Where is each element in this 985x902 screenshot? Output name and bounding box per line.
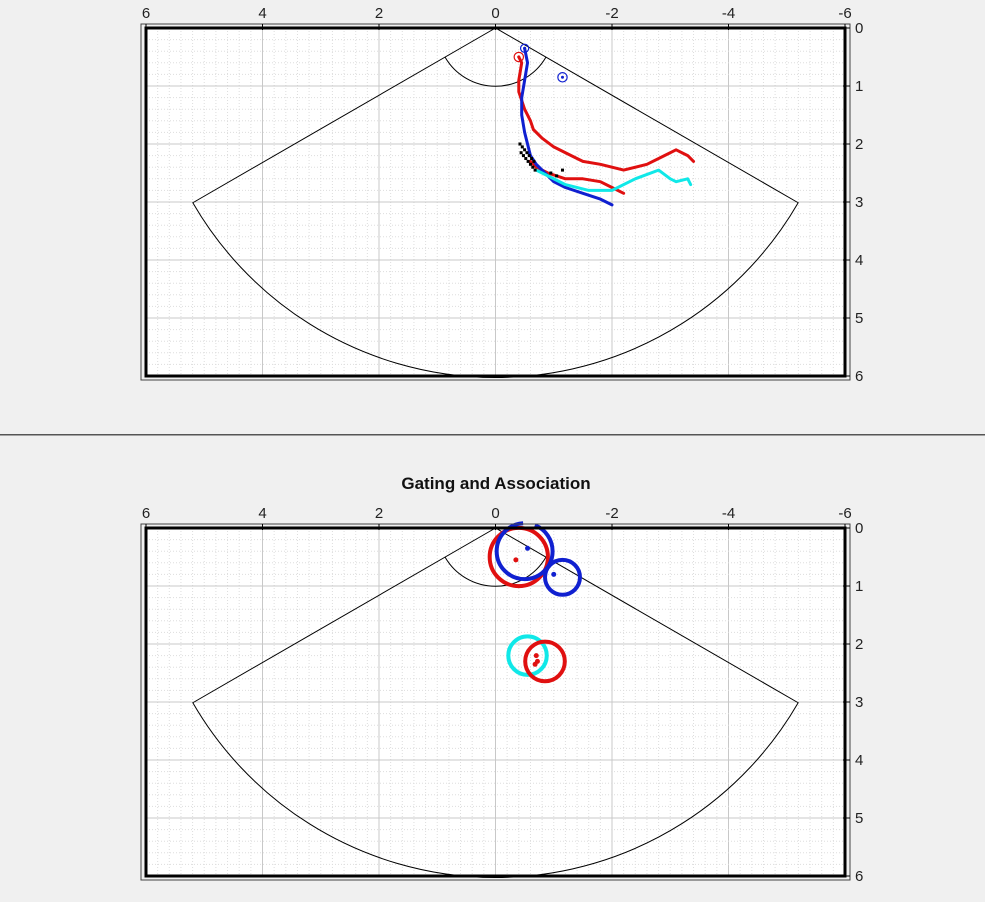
y-tick-label: 0 [855, 20, 863, 37]
x-tick-label: 6 [142, 505, 150, 522]
gate-circle-blue [543, 557, 582, 597]
y-tick-label: 1 [855, 578, 863, 595]
detection-point [521, 154, 525, 158]
detection-point [560, 168, 564, 172]
detection-point [520, 145, 524, 149]
detection-point [525, 151, 529, 155]
tracks [513, 43, 696, 207]
detection-point [526, 159, 530, 163]
detection-dot-red [533, 653, 539, 659]
x-tick-label: -2 [605, 5, 618, 22]
y-tick-label: 2 [855, 136, 863, 153]
detection-dot-red [532, 661, 538, 667]
detection-point [523, 148, 527, 152]
track-line-red [517, 55, 696, 172]
detection-point [524, 157, 528, 160]
y-tick-label: 1 [855, 78, 863, 95]
y-tick-label: 3 [855, 194, 863, 211]
detection-point [527, 154, 531, 158]
x-tick-label: 0 [491, 5, 499, 22]
y-tick-label: 5 [855, 310, 863, 327]
detection-point [519, 151, 523, 155]
gate-circle-cyan [506, 634, 549, 677]
grid [145, 27, 846, 377]
y-tick-label: 4 [855, 252, 863, 269]
y-tick-label: 3 [855, 694, 863, 711]
detection-dot-red [513, 557, 519, 563]
fov-inner-arc [444, 56, 547, 87]
x-tick-label: 4 [258, 5, 266, 22]
x-tick-label: 4 [258, 505, 266, 522]
detection-point [532, 159, 536, 163]
detection-point [549, 171, 553, 175]
track-marker-dot [523, 46, 527, 50]
x-tick-label: -4 [722, 505, 735, 522]
track-marker-circle [557, 72, 568, 83]
detection-dot-blue [551, 571, 557, 577]
x-tick-label: 2 [375, 5, 383, 22]
gate-circle-red [523, 639, 567, 684]
detection-point [518, 142, 522, 146]
track-marker-circle [513, 51, 525, 63]
x-tick-label: 0 [491, 505, 499, 522]
track-marker-dot [560, 75, 564, 79]
detection-point [530, 157, 534, 160]
detection-point [555, 174, 559, 178]
grid [145, 527, 846, 877]
y-tick-label: 6 [855, 368, 863, 385]
panel-divider [0, 434, 985, 436]
y-tick-label: 5 [855, 810, 863, 827]
detection-point [528, 162, 532, 166]
detection-point [533, 168, 537, 172]
y-tick-label: 4 [855, 752, 863, 769]
track-marker-dot [517, 55, 521, 59]
y-tick-label: 6 [855, 868, 863, 885]
x-tick-label: -6 [838, 5, 851, 22]
detection-dot-blue [525, 545, 531, 551]
track-line-cyan [534, 168, 693, 192]
x-tick-label: -4 [722, 5, 735, 22]
chart-title: Gating and Association [401, 474, 590, 493]
track-marker-circle [519, 43, 530, 53]
detection-point [531, 165, 535, 169]
x-tick-label: 6 [142, 5, 150, 22]
x-tick-label: 2 [375, 505, 383, 522]
y-tick-label: 0 [855, 520, 863, 537]
x-tick-label: -2 [605, 505, 618, 522]
y-tick-label: 2 [855, 636, 863, 653]
x-tick-label: -6 [838, 505, 851, 522]
fov-inner-arc [444, 556, 547, 587]
gate-circle-blue [494, 521, 555, 582]
